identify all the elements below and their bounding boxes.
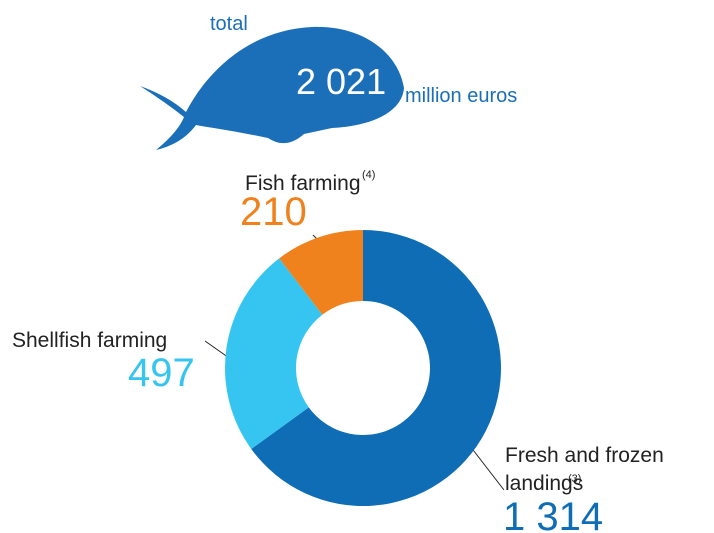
donut-segment xyxy=(279,230,363,315)
total-value: 2 021 xyxy=(296,61,386,102)
total-label: total xyxy=(210,13,248,35)
leader-line xyxy=(469,445,505,491)
labels: Fresh and frozen landings(3) 1 314 Shellfis… xyxy=(12,169,664,533)
donut-segment xyxy=(225,258,323,449)
footnote-marker: (3) xyxy=(568,473,581,485)
donut xyxy=(225,230,502,507)
category-label: Fish farming xyxy=(245,172,361,195)
donut-segment xyxy=(251,230,502,507)
value-label: 497 xyxy=(128,351,195,395)
category-label: Fresh and frozen landings xyxy=(505,444,664,495)
value-label: 1 314 xyxy=(503,495,603,533)
fish-icon xyxy=(140,26,404,150)
category-label: Shellfish farming xyxy=(12,329,167,352)
footnote-marker: (4) xyxy=(362,169,375,181)
total-unit: million euros xyxy=(405,85,517,107)
value-label: 210 xyxy=(240,190,307,234)
